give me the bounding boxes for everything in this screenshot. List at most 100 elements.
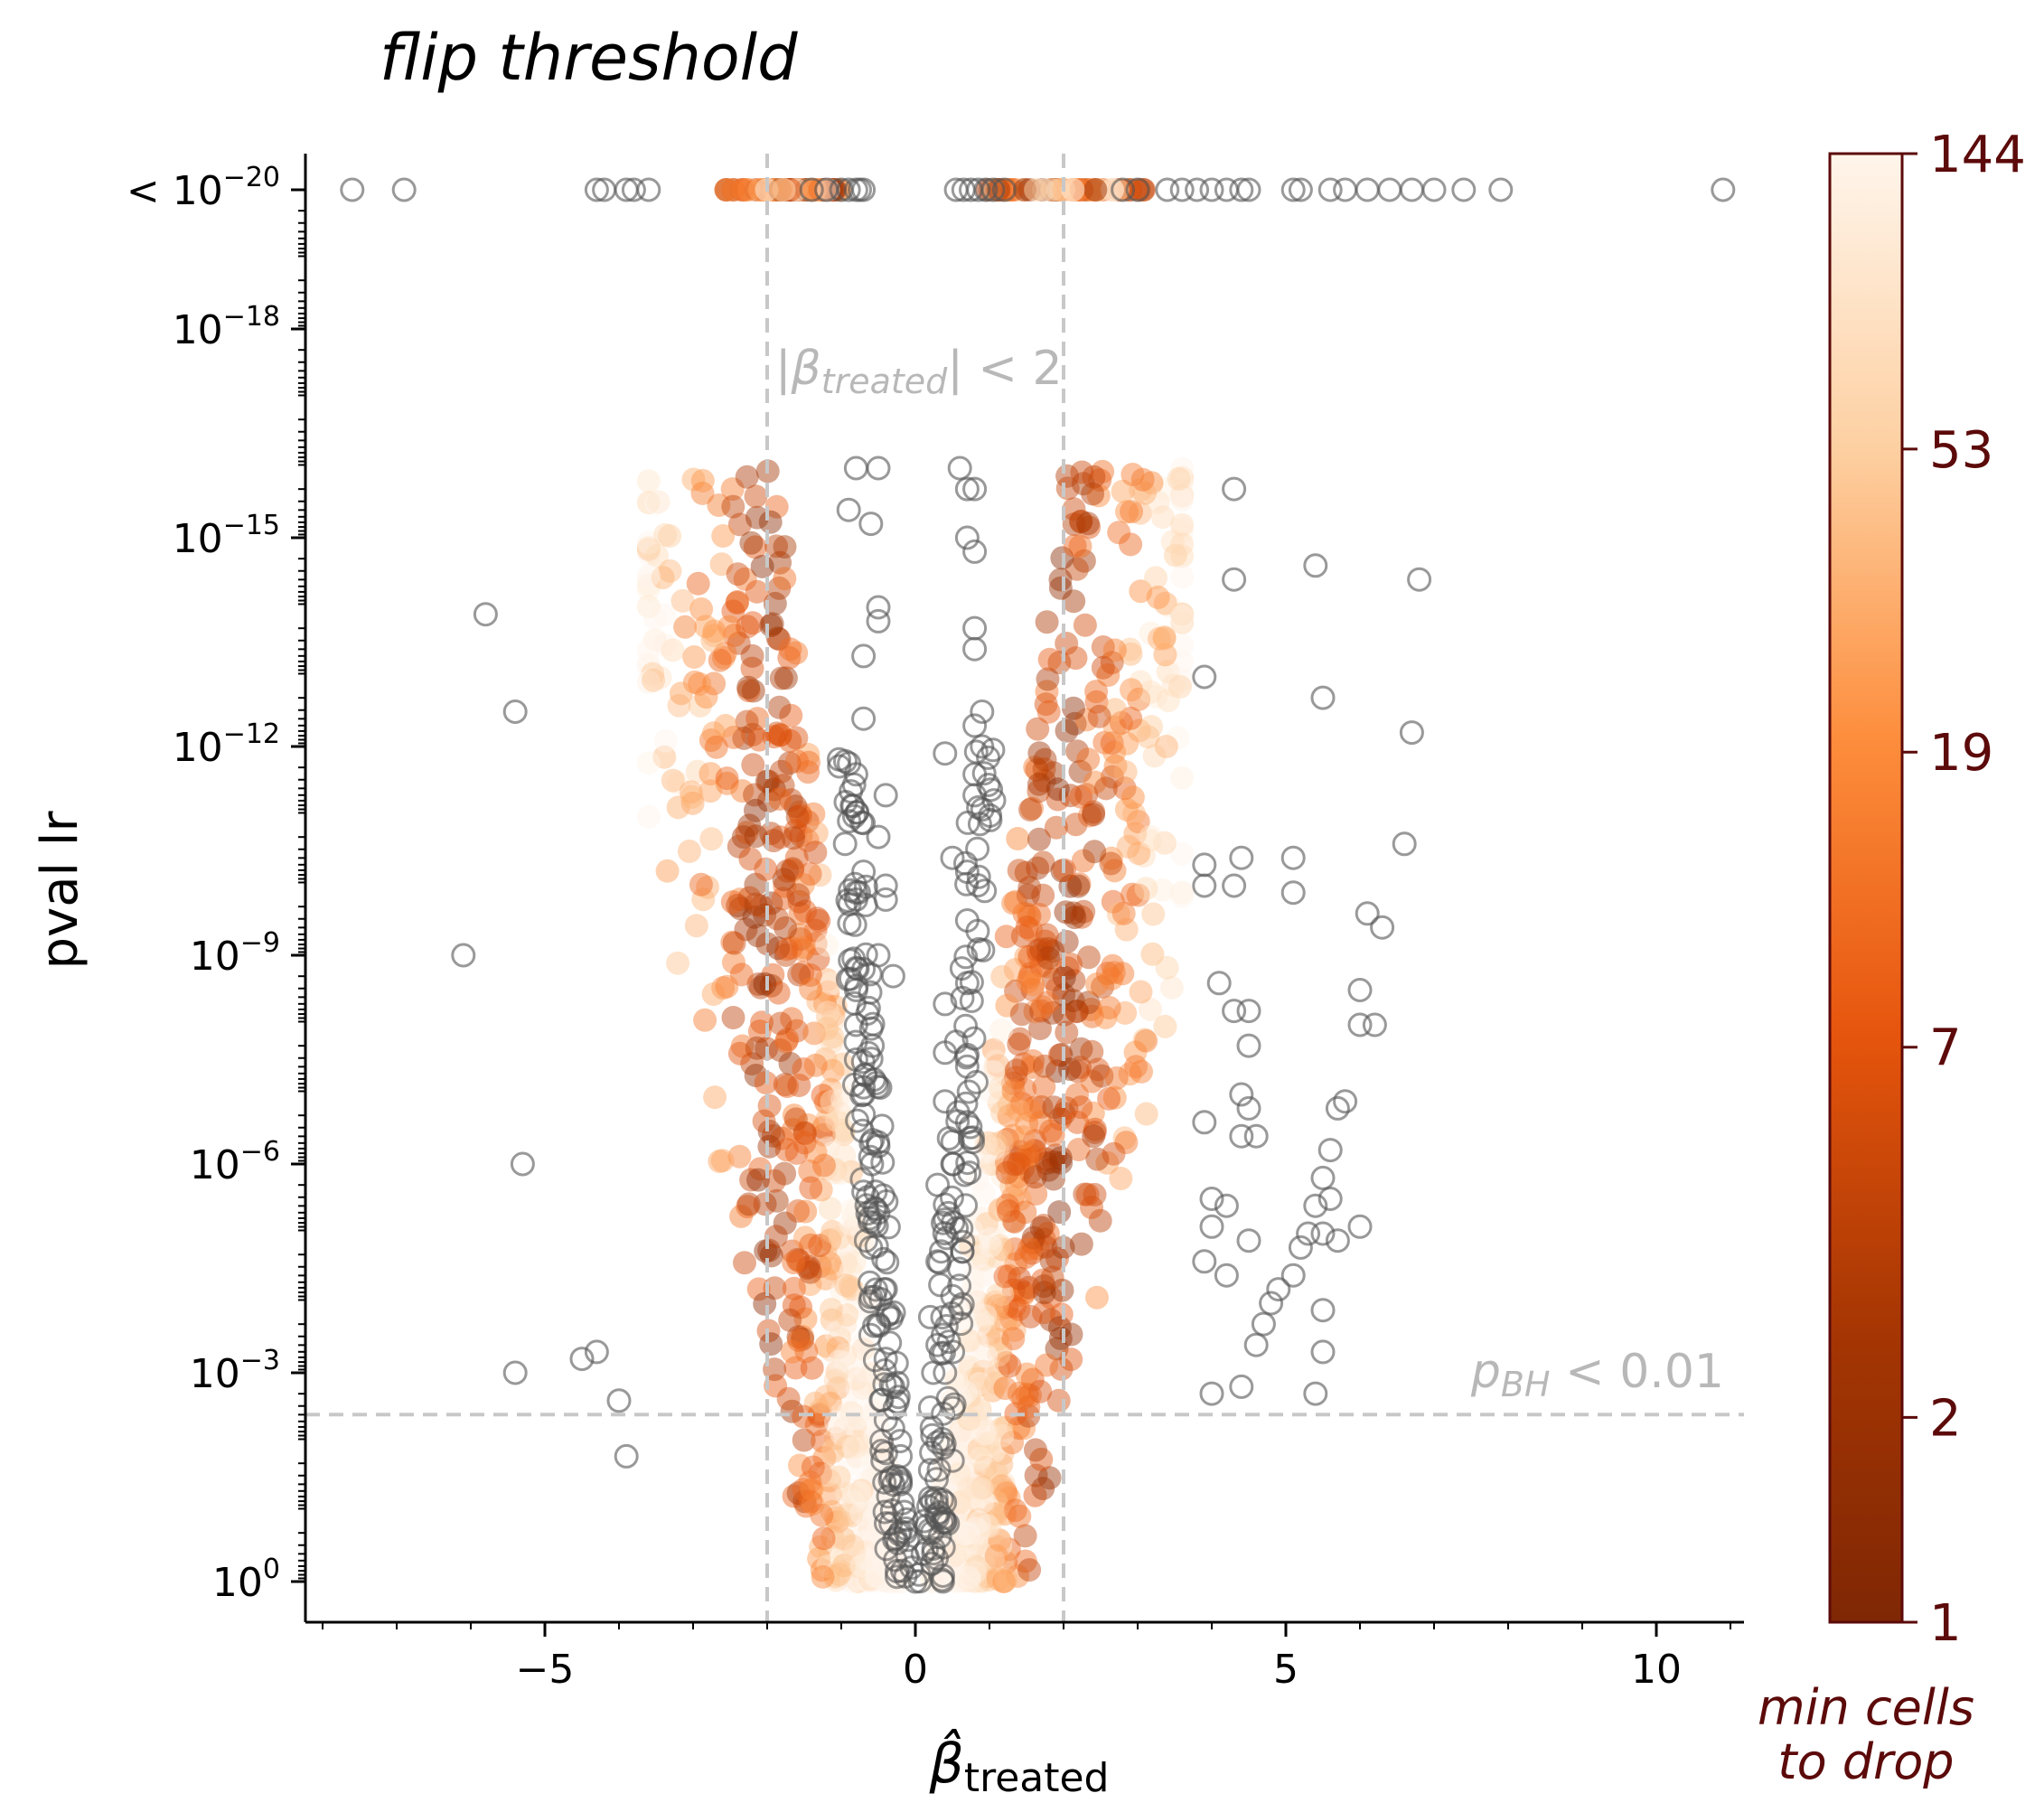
- robust-point: [1099, 851, 1123, 876]
- robust-point: [636, 638, 661, 662]
- robust-point: [805, 906, 830, 931]
- robust-point: [997, 1537, 1021, 1562]
- flagged-point: [1192, 873, 1217, 898]
- robust-point: [779, 935, 803, 960]
- robust-point: [715, 766, 739, 791]
- robust-point: [780, 1007, 804, 1031]
- robust-point: [1102, 859, 1127, 883]
- robust-point: [845, 1444, 869, 1469]
- robust-point: [721, 1006, 745, 1029]
- robust-point: [1111, 901, 1136, 925]
- robust-point: [792, 1057, 816, 1081]
- robust-point: [779, 703, 803, 728]
- y-tick-label: 10−15: [173, 510, 280, 562]
- robust-point: [757, 1094, 782, 1118]
- robust-point: [1139, 715, 1164, 739]
- robust-point: [811, 1429, 835, 1453]
- robust-point: [774, 943, 798, 967]
- robust-point: [702, 619, 727, 643]
- robust-point: [799, 1479, 823, 1503]
- robust-point: [1083, 178, 1108, 202]
- robust-point: [770, 1126, 794, 1150]
- flagged-point: [853, 874, 878, 899]
- robust-point: [739, 1168, 764, 1192]
- robust-point: [775, 859, 800, 883]
- robust-point: [1134, 877, 1158, 901]
- robust-point: [1064, 557, 1089, 581]
- robust-point: [778, 1308, 802, 1332]
- robust-point: [1017, 1275, 1041, 1300]
- flagged-point: [1125, 177, 1150, 202]
- flagged-point: [953, 850, 978, 876]
- robust-point: [720, 930, 745, 954]
- robust-point: [846, 1434, 870, 1458]
- colorbar-tick-label: 53: [1929, 421, 1993, 480]
- robust-point: [789, 823, 813, 848]
- robust-point: [970, 1569, 994, 1593]
- robust-point: [1106, 902, 1130, 926]
- robust-point: [1129, 670, 1153, 694]
- robust-point: [1170, 668, 1195, 692]
- flagged-point: [1214, 1193, 1239, 1218]
- flagged-point: [845, 1108, 870, 1133]
- robust-point: [769, 759, 793, 784]
- robust-point: [682, 670, 707, 694]
- robust-point: [838, 1452, 861, 1477]
- flagged-point: [966, 936, 991, 962]
- robust-point: [820, 1308, 844, 1332]
- robust-point: [1049, 1043, 1074, 1066]
- robust-point: [783, 819, 808, 843]
- robust-point: [843, 1541, 867, 1565]
- robust-point: [1062, 497, 1086, 521]
- robust-point: [951, 1458, 975, 1482]
- robust-point: [994, 1567, 1018, 1591]
- robust-point: [951, 1547, 975, 1572]
- robust-point: [976, 1431, 1000, 1455]
- robust-point: [727, 512, 752, 537]
- flagged-point: [873, 783, 898, 808]
- robust-point: [823, 1564, 848, 1589]
- robust-point: [708, 648, 732, 672]
- robust-point: [1101, 953, 1125, 978]
- robust-point: [984, 1460, 1008, 1485]
- robust-point: [954, 1548, 978, 1573]
- robust-point: [1024, 178, 1048, 202]
- flagged-point: [1317, 177, 1343, 202]
- robust-point: [823, 1506, 848, 1530]
- robust-point: [820, 1089, 844, 1113]
- x-axis-label: β̂treated: [929, 1729, 1110, 1801]
- robust-point: [787, 962, 811, 987]
- flagged-point: [1236, 999, 1261, 1024]
- robust-point: [1047, 1316, 1072, 1340]
- robust-point: [773, 1161, 797, 1186]
- robust-point: [720, 477, 745, 502]
- robust-point: [725, 591, 749, 615]
- robust-point: [854, 1531, 878, 1554]
- flagged-point: [1236, 177, 1261, 202]
- robust-point: [792, 1131, 817, 1155]
- robust-point: [1127, 718, 1151, 743]
- robust-point: [652, 745, 677, 769]
- robust-point: [1083, 1182, 1107, 1206]
- flagged-point: [872, 1358, 897, 1383]
- robust-point: [1008, 1504, 1032, 1528]
- robust-point: [1055, 718, 1079, 743]
- robust-point: [989, 1534, 1013, 1557]
- flagged-point: [933, 1314, 959, 1338]
- robust-point: [645, 544, 670, 568]
- robust-point: [974, 1344, 999, 1368]
- robust-point: [1032, 1054, 1056, 1078]
- robust-point: [827, 1563, 851, 1586]
- flagged-point: [1303, 1193, 1328, 1218]
- robust-point: [1029, 937, 1054, 962]
- robust-point: [1120, 882, 1145, 906]
- robust-point: [1039, 1308, 1063, 1332]
- robust-point: [1004, 979, 1028, 1003]
- flagged-point: [953, 1013, 979, 1038]
- robust-point: [1041, 761, 1065, 785]
- robust-point: [829, 1160, 853, 1185]
- robust-point: [1033, 747, 1057, 772]
- robust-point: [990, 1130, 1015, 1154]
- flagged-point: [1488, 177, 1514, 202]
- pvalue-threshold-annotation: pBH < 0.01: [1470, 1345, 1724, 1404]
